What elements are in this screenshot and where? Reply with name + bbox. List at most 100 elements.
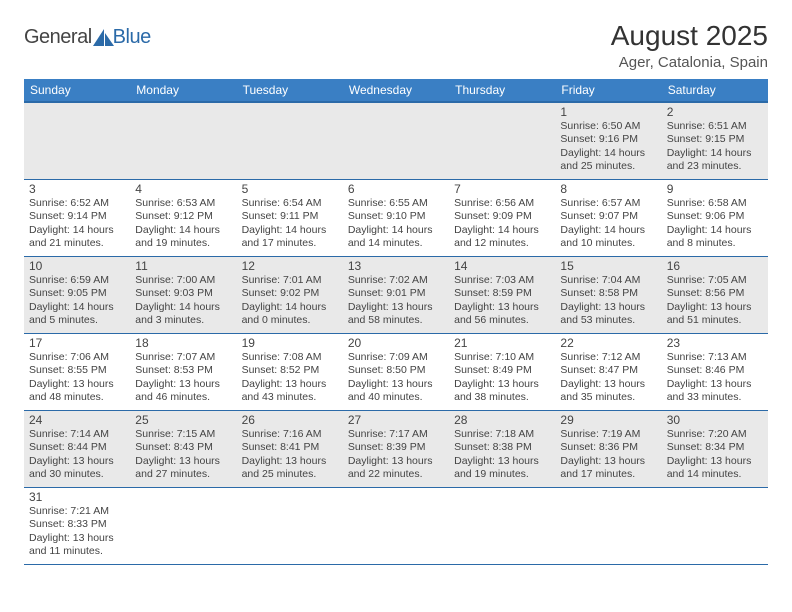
- day-number: 27: [348, 413, 444, 427]
- cell-dl2: and 0 minutes.: [242, 314, 338, 327]
- cell-dl1: Daylight: 14 hours: [667, 147, 763, 160]
- cell-dl2: and 33 minutes.: [667, 391, 763, 404]
- day-number: 5: [242, 182, 338, 196]
- cell-sunrise: Sunrise: 7:03 AM: [454, 274, 550, 287]
- cell-sunset: Sunset: 8:38 PM: [454, 441, 550, 454]
- cell-sunset: Sunset: 8:41 PM: [242, 441, 338, 454]
- day-cell: [130, 488, 236, 565]
- cell-dl1: Daylight: 13 hours: [560, 455, 656, 468]
- day-cell: 27Sunrise: 7:17 AMSunset: 8:39 PMDayligh…: [343, 411, 449, 488]
- day-header: Friday: [555, 79, 661, 102]
- cell-sunrise: Sunrise: 6:54 AM: [242, 197, 338, 210]
- cell-sunrise: Sunrise: 7:13 AM: [667, 351, 763, 364]
- cell-dl1: Daylight: 14 hours: [135, 224, 231, 237]
- day-number: 16: [667, 259, 763, 273]
- cell-dl1: Daylight: 14 hours: [242, 224, 338, 237]
- day-number: 23: [667, 336, 763, 350]
- location: Ager, Catalonia, Spain: [611, 54, 768, 71]
- day-header: Saturday: [662, 79, 768, 102]
- day-cell: [449, 488, 555, 565]
- cell-sunrise: Sunrise: 7:15 AM: [135, 428, 231, 441]
- day-number: 31: [29, 490, 125, 504]
- cell-dl1: Daylight: 13 hours: [29, 532, 125, 545]
- cell-dl1: Daylight: 13 hours: [135, 455, 231, 468]
- day-number: 3: [29, 182, 125, 196]
- day-cell: 31Sunrise: 7:21 AMSunset: 8:33 PMDayligh…: [24, 488, 130, 565]
- day-cell: 2Sunrise: 6:51 AMSunset: 9:15 PMDaylight…: [662, 102, 768, 180]
- day-cell: 13Sunrise: 7:02 AMSunset: 9:01 PMDayligh…: [343, 257, 449, 334]
- cell-sunrise: Sunrise: 7:12 AM: [560, 351, 656, 364]
- cell-dl1: Daylight: 13 hours: [560, 378, 656, 391]
- day-cell: 26Sunrise: 7:16 AMSunset: 8:41 PMDayligh…: [237, 411, 343, 488]
- cell-sunset: Sunset: 9:14 PM: [29, 210, 125, 223]
- cell-sunset: Sunset: 9:12 PM: [135, 210, 231, 223]
- day-number: 8: [560, 182, 656, 196]
- cell-dl2: and 22 minutes.: [348, 468, 444, 481]
- calendar-body: 1Sunrise: 6:50 AMSunset: 9:16 PMDaylight…: [24, 102, 768, 565]
- cell-sunset: Sunset: 8:39 PM: [348, 441, 444, 454]
- cell-sunrise: Sunrise: 6:55 AM: [348, 197, 444, 210]
- day-number: 11: [135, 259, 231, 273]
- cell-sunset: Sunset: 9:09 PM: [454, 210, 550, 223]
- cell-dl1: Daylight: 13 hours: [667, 455, 763, 468]
- cell-sunrise: Sunrise: 6:59 AM: [29, 274, 125, 287]
- cell-dl2: and 8 minutes.: [667, 237, 763, 250]
- cell-sunrise: Sunrise: 7:09 AM: [348, 351, 444, 364]
- week-row: 17Sunrise: 7:06 AMSunset: 8:55 PMDayligh…: [24, 334, 768, 411]
- day-cell: 23Sunrise: 7:13 AMSunset: 8:46 PMDayligh…: [662, 334, 768, 411]
- cell-sunset: Sunset: 9:05 PM: [29, 287, 125, 300]
- cell-sunrise: Sunrise: 6:51 AM: [667, 120, 763, 133]
- day-cell: 29Sunrise: 7:19 AMSunset: 8:36 PMDayligh…: [555, 411, 661, 488]
- day-cell: [237, 102, 343, 180]
- cell-sunrise: Sunrise: 7:17 AM: [348, 428, 444, 441]
- cell-dl2: and 11 minutes.: [29, 545, 125, 558]
- day-cell: 21Sunrise: 7:10 AMSunset: 8:49 PMDayligh…: [449, 334, 555, 411]
- day-cell: 8Sunrise: 6:57 AMSunset: 9:07 PMDaylight…: [555, 180, 661, 257]
- calendar-table: Sunday Monday Tuesday Wednesday Thursday…: [24, 79, 768, 565]
- day-cell: 18Sunrise: 7:07 AMSunset: 8:53 PMDayligh…: [130, 334, 236, 411]
- cell-dl2: and 3 minutes.: [135, 314, 231, 327]
- cell-sunrise: Sunrise: 6:53 AM: [135, 197, 231, 210]
- cell-sunset: Sunset: 9:03 PM: [135, 287, 231, 300]
- cell-dl1: Daylight: 14 hours: [135, 301, 231, 314]
- page: General Blue August 2025 Ager, Catalonia…: [0, 0, 792, 565]
- day-cell: [343, 488, 449, 565]
- day-number: 15: [560, 259, 656, 273]
- cell-sunrise: Sunrise: 6:50 AM: [560, 120, 656, 133]
- cell-dl1: Daylight: 13 hours: [454, 301, 550, 314]
- cell-sunset: Sunset: 8:59 PM: [454, 287, 550, 300]
- cell-dl2: and 17 minutes.: [242, 237, 338, 250]
- day-cell: 15Sunrise: 7:04 AMSunset: 8:58 PMDayligh…: [555, 257, 661, 334]
- cell-sunset: Sunset: 8:46 PM: [667, 364, 763, 377]
- day-number: 13: [348, 259, 444, 273]
- cell-dl2: and 40 minutes.: [348, 391, 444, 404]
- day-number: 29: [560, 413, 656, 427]
- day-number: 2: [667, 105, 763, 119]
- cell-sunrise: Sunrise: 7:16 AM: [242, 428, 338, 441]
- day-header: Tuesday: [237, 79, 343, 102]
- cell-sunset: Sunset: 9:16 PM: [560, 133, 656, 146]
- day-number: 17: [29, 336, 125, 350]
- cell-sunrise: Sunrise: 7:10 AM: [454, 351, 550, 364]
- cell-sunrise: Sunrise: 6:52 AM: [29, 197, 125, 210]
- cell-dl2: and 23 minutes.: [667, 160, 763, 173]
- cell-dl1: Daylight: 13 hours: [667, 378, 763, 391]
- cell-dl1: Daylight: 14 hours: [560, 224, 656, 237]
- day-number: 30: [667, 413, 763, 427]
- day-header: Thursday: [449, 79, 555, 102]
- cell-sunrise: Sunrise: 7:19 AM: [560, 428, 656, 441]
- cell-sunrise: Sunrise: 7:21 AM: [29, 505, 125, 518]
- cell-dl2: and 43 minutes.: [242, 391, 338, 404]
- cell-dl2: and 56 minutes.: [454, 314, 550, 327]
- week-row: 24Sunrise: 7:14 AMSunset: 8:44 PMDayligh…: [24, 411, 768, 488]
- cell-dl1: Daylight: 14 hours: [242, 301, 338, 314]
- cell-dl2: and 53 minutes.: [560, 314, 656, 327]
- cell-dl2: and 25 minutes.: [560, 160, 656, 173]
- cell-dl1: Daylight: 13 hours: [454, 455, 550, 468]
- day-cell: 22Sunrise: 7:12 AMSunset: 8:47 PMDayligh…: [555, 334, 661, 411]
- cell-sunrise: Sunrise: 7:04 AM: [560, 274, 656, 287]
- cell-dl2: and 35 minutes.: [560, 391, 656, 404]
- cell-dl2: and 38 minutes.: [454, 391, 550, 404]
- cell-dl2: and 17 minutes.: [560, 468, 656, 481]
- day-cell: [24, 102, 130, 180]
